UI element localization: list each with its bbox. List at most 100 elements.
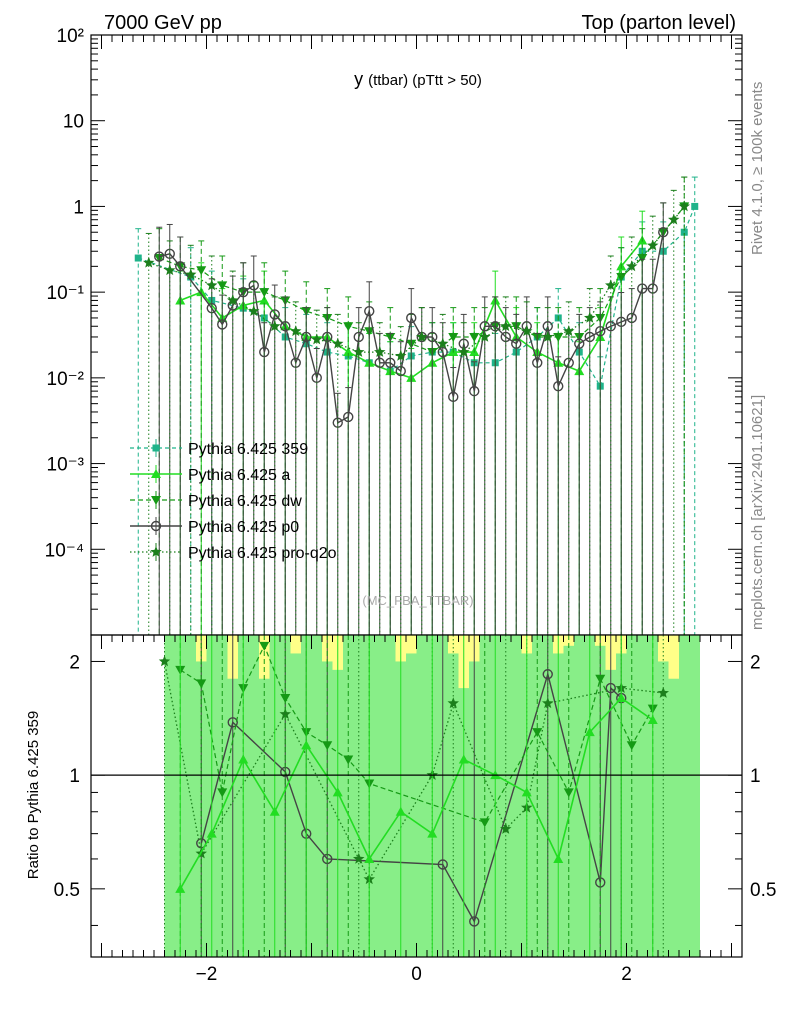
ratio-point bbox=[616, 693, 627, 703]
main-point bbox=[511, 338, 522, 349]
main-series-3 bbox=[154, 202, 669, 635]
main-point bbox=[605, 279, 617, 291]
ratio-point bbox=[238, 754, 249, 764]
main-point bbox=[154, 251, 165, 262]
ratio-series-line-3 bbox=[179, 697, 654, 890]
main-point bbox=[469, 385, 480, 397]
plot-title-sub: (ttbar) (pTtt > 50) bbox=[368, 72, 482, 89]
legend-marker bbox=[151, 469, 161, 478]
ratio-point bbox=[353, 852, 365, 864]
main-point bbox=[332, 337, 344, 349]
ratio-point bbox=[279, 708, 291, 720]
ratio-series-layer bbox=[158, 635, 669, 957]
ratio-band-green bbox=[574, 635, 585, 957]
ratio-point bbox=[657, 687, 669, 698]
ratio-point bbox=[227, 717, 238, 728]
main-point bbox=[553, 380, 564, 392]
main-point bbox=[353, 331, 364, 343]
legend-marker bbox=[152, 444, 160, 452]
ratio-y-label: Ratio to Pythia 6.425 359 bbox=[25, 711, 42, 879]
legend-entry: Pythia 6.425 a bbox=[188, 467, 290, 484]
main-point bbox=[637, 254, 648, 264]
ratio-band-green bbox=[689, 635, 700, 957]
ratio-point bbox=[259, 641, 270, 651]
ratio-band-green bbox=[563, 645, 574, 957]
ratio-band-green bbox=[259, 678, 270, 957]
ratio-point bbox=[605, 682, 616, 694]
main-point bbox=[626, 260, 638, 272]
main-point bbox=[416, 331, 428, 342]
main-y-tick-label: 10⁻¹ bbox=[47, 283, 85, 304]
analysis-watermark: (MC_FBA_TTBAR) bbox=[362, 593, 473, 608]
main-point bbox=[680, 228, 688, 236]
ratio-band-green bbox=[248, 635, 259, 957]
ratio-point bbox=[322, 741, 333, 751]
ratio-panel: 0.5 0.5 1 1 2 2 −2 0 2 Ratio to Pythia 6.425 35… bbox=[25, 35, 776, 985]
main-point bbox=[238, 286, 249, 298]
ratio-band-green bbox=[658, 661, 669, 957]
ratio-point bbox=[447, 697, 459, 709]
main-point bbox=[616, 316, 627, 328]
main-y-tick-label: 10² bbox=[57, 26, 84, 47]
main-point bbox=[259, 346, 270, 358]
main-point bbox=[574, 338, 585, 349]
ratio-point bbox=[521, 787, 532, 797]
main-y-tick-label: 1 bbox=[73, 197, 84, 218]
main-point bbox=[143, 256, 155, 268]
x-tick-label: 2 bbox=[621, 964, 632, 985]
main-y-tick-label: 10⁻⁴ bbox=[45, 540, 84, 561]
ratio-point bbox=[542, 697, 554, 709]
main-point bbox=[259, 288, 270, 298]
main-point bbox=[563, 325, 575, 337]
main-point bbox=[311, 333, 323, 345]
main-point bbox=[668, 213, 680, 225]
main-panel: 10⁻⁴ 10⁻³ 10⁻² 10⁻¹ 1 10 10² y (ttbar) (pTtt > … bbox=[45, 26, 743, 636]
ratio-point bbox=[343, 755, 354, 765]
x-tick-label: 0 bbox=[411, 964, 422, 985]
ratio-point bbox=[532, 728, 543, 738]
main-point bbox=[532, 357, 543, 368]
x-axis: −2 0 2 bbox=[101, 35, 732, 985]
main-point bbox=[280, 321, 291, 332]
main-point bbox=[500, 320, 512, 332]
ratio-point bbox=[280, 694, 291, 704]
ratio-point bbox=[395, 806, 406, 816]
main-point bbox=[343, 322, 354, 332]
main-point bbox=[678, 200, 690, 212]
ratio-y-tick-label: 2 bbox=[69, 652, 80, 673]
main-point bbox=[374, 346, 386, 357]
main-point bbox=[437, 337, 449, 349]
main-point bbox=[458, 346, 470, 357]
ratio-series-3 bbox=[175, 635, 658, 957]
main-point bbox=[691, 202, 699, 210]
ratio-point bbox=[595, 674, 606, 684]
main-point bbox=[479, 331, 491, 342]
ratio-point bbox=[542, 669, 553, 680]
legend-entry: Pythia 6.425 p0 bbox=[188, 519, 299, 536]
legend-marker bbox=[150, 546, 162, 557]
plot-title: y (ttbar) (pTtt > 50) bbox=[354, 69, 482, 89]
main-point bbox=[647, 239, 659, 251]
ratio-series-line-1 bbox=[163, 661, 664, 881]
main-point bbox=[584, 311, 596, 323]
main-point bbox=[595, 326, 606, 337]
main-y-tick-label: 10 bbox=[63, 112, 84, 133]
main-point bbox=[616, 273, 627, 283]
ratio-point bbox=[427, 828, 438, 838]
ratio-band-green bbox=[448, 653, 459, 957]
ratio-point bbox=[217, 788, 228, 798]
ratio-point bbox=[206, 828, 217, 838]
main-series-layer bbox=[134, 176, 699, 635]
x-tick-label: −2 bbox=[196, 964, 218, 985]
ratio-band-green bbox=[406, 653, 417, 957]
header-right: Top (parton level) bbox=[581, 12, 736, 34]
ratio-point bbox=[647, 714, 658, 724]
ratio-point bbox=[553, 853, 564, 863]
ratio-band-green bbox=[164, 635, 175, 957]
ratio-point bbox=[469, 916, 480, 927]
main-point bbox=[227, 294, 239, 306]
ratio-point bbox=[269, 806, 280, 816]
main-point bbox=[542, 321, 553, 332]
main-point bbox=[469, 332, 480, 342]
main-point bbox=[217, 281, 228, 291]
